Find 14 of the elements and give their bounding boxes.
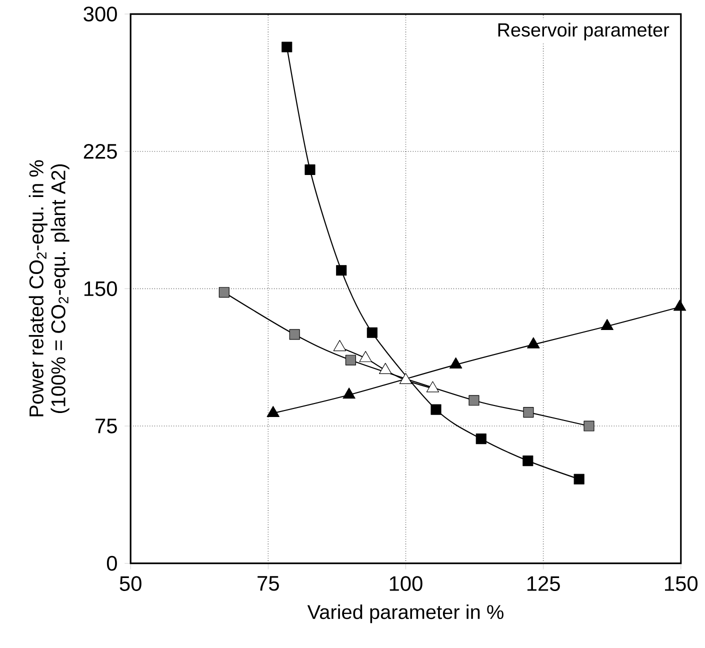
x-tick-label: 50 bbox=[120, 576, 142, 591]
x-tick-label: 150 bbox=[665, 576, 698, 591]
y-tick-label: 150 bbox=[84, 281, 117, 296]
text: (100% = CO$_{2}$-equ. plant A2) bbox=[50, 164, 70, 414]
y-tick-label: 0 bbox=[106, 556, 117, 571]
x-axis-title: Varied parameter in % bbox=[307, 604, 504, 624]
x-tick-label: 75 bbox=[258, 576, 279, 591]
x-tick-label: 100 bbox=[390, 576, 422, 591]
y-tick-label: 225 bbox=[84, 144, 117, 159]
y-tick-label: 300 bbox=[84, 6, 117, 22]
y-tick-label: 75 bbox=[96, 418, 117, 434]
text: Power related CO$_{2}$-equ. in % bbox=[28, 160, 48, 416]
x-tick-label: 125 bbox=[527, 576, 560, 591]
annotation: Reservoir parameter bbox=[498, 22, 670, 40]
